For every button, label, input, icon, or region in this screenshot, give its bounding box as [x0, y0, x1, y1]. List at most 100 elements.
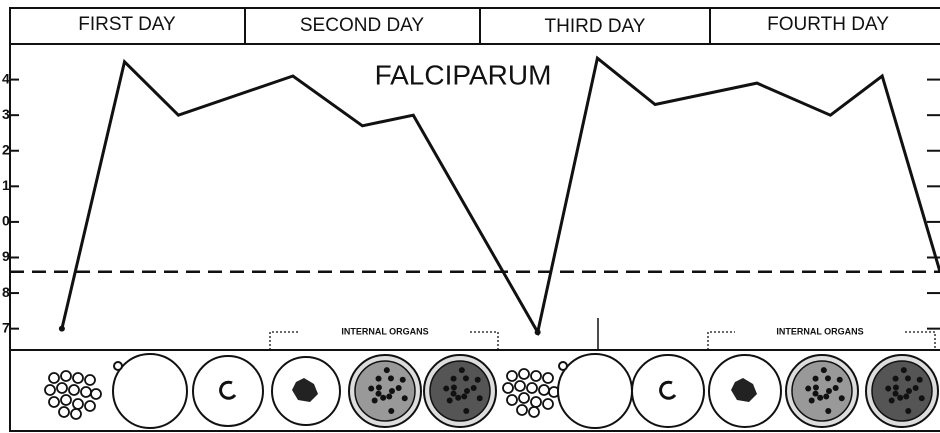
granule [839, 395, 845, 401]
granule [451, 391, 457, 397]
granule [463, 408, 469, 414]
granule [893, 391, 899, 397]
granule [823, 394, 829, 400]
annotation: INTERNAL ORGANS [341, 326, 428, 336]
granule [893, 376, 899, 382]
merozoite [543, 399, 553, 409]
ring-form [559, 362, 567, 370]
day-header: FOURTH DAY [767, 14, 889, 35]
merozoite [69, 385, 79, 395]
granule [475, 377, 481, 383]
merozoite [531, 397, 541, 407]
point [535, 329, 541, 335]
merozoite [85, 401, 95, 411]
red-cell [193, 356, 263, 426]
merozoite [91, 389, 101, 399]
merozoite [539, 385, 549, 395]
granule [885, 386, 891, 392]
day-header: THIRD DAY [545, 16, 646, 37]
merozoite [527, 383, 537, 393]
merozoite [57, 383, 67, 393]
merozoite [519, 393, 529, 403]
day-header: SECOND DAY [300, 15, 425, 36]
granule [400, 377, 406, 383]
granule [386, 394, 392, 400]
merozoite [61, 395, 71, 405]
granule [459, 367, 465, 373]
granule [464, 388, 470, 394]
chart: FIRST DAY SECOND DAY THIRD DAY FOURTH DA… [0, 0, 940, 433]
merozoite [517, 405, 527, 415]
red-cell [632, 355, 704, 427]
granule [837, 377, 843, 383]
granule [388, 375, 394, 381]
granule [451, 384, 457, 390]
granule [901, 367, 907, 373]
granule [461, 394, 467, 400]
y-tick-label: 7 [2, 319, 10, 335]
granule [471, 385, 477, 391]
granule [451, 376, 457, 382]
y-tick-label: 3 [2, 106, 10, 122]
granule [825, 375, 831, 381]
granule [443, 386, 449, 392]
granule [376, 391, 382, 397]
granule [372, 397, 378, 403]
granule [376, 376, 382, 382]
merozoite [85, 375, 95, 385]
red-cell [558, 354, 632, 428]
granule [463, 375, 469, 381]
granule [833, 385, 839, 391]
granule [913, 385, 919, 391]
granule [402, 395, 408, 401]
merozoite [61, 371, 71, 381]
granule [889, 397, 895, 403]
point [59, 326, 65, 332]
granule [893, 384, 899, 390]
granule [821, 367, 827, 373]
merozoite [515, 381, 525, 391]
granule [805, 386, 811, 392]
annotation: INTERNAL ORGANS [776, 326, 863, 336]
granule [903, 394, 909, 400]
granule [905, 375, 911, 381]
granule [906, 388, 912, 394]
merozoite [49, 373, 59, 383]
granule [919, 395, 925, 401]
merozoite [507, 371, 517, 381]
y-tick-label: 0 [2, 213, 10, 229]
granule [455, 395, 461, 401]
granule [477, 395, 483, 401]
merozoite [73, 399, 83, 409]
merozoite [529, 407, 539, 417]
granule [384, 367, 390, 373]
granule [368, 386, 374, 392]
y-tick-label: 8 [2, 284, 10, 300]
merozoite [81, 387, 91, 397]
merozoite [71, 409, 81, 419]
y-tick-label: 1 [2, 177, 10, 193]
merozoite [503, 383, 513, 393]
day-header: FIRST DAY [78, 14, 176, 35]
granule [817, 395, 823, 401]
merozoite [73, 373, 83, 383]
y-tick-label: 9 [2, 248, 10, 264]
red-cell [113, 354, 187, 428]
merozoite [45, 385, 55, 395]
granule [917, 377, 923, 383]
merozoite [543, 373, 553, 383]
granule [813, 391, 819, 397]
y-tick-label: 4 [2, 70, 10, 86]
granule [813, 384, 819, 390]
granule [905, 408, 911, 414]
merozoite [519, 369, 529, 379]
chart-title: FALCIPARUM [375, 59, 552, 90]
granule [826, 388, 832, 394]
merozoite [49, 397, 59, 407]
granule [809, 397, 815, 403]
merozoite [507, 395, 517, 405]
granule [897, 395, 903, 401]
granule [825, 408, 831, 414]
y-tick-label: 2 [2, 141, 10, 157]
ring-form [114, 362, 122, 370]
